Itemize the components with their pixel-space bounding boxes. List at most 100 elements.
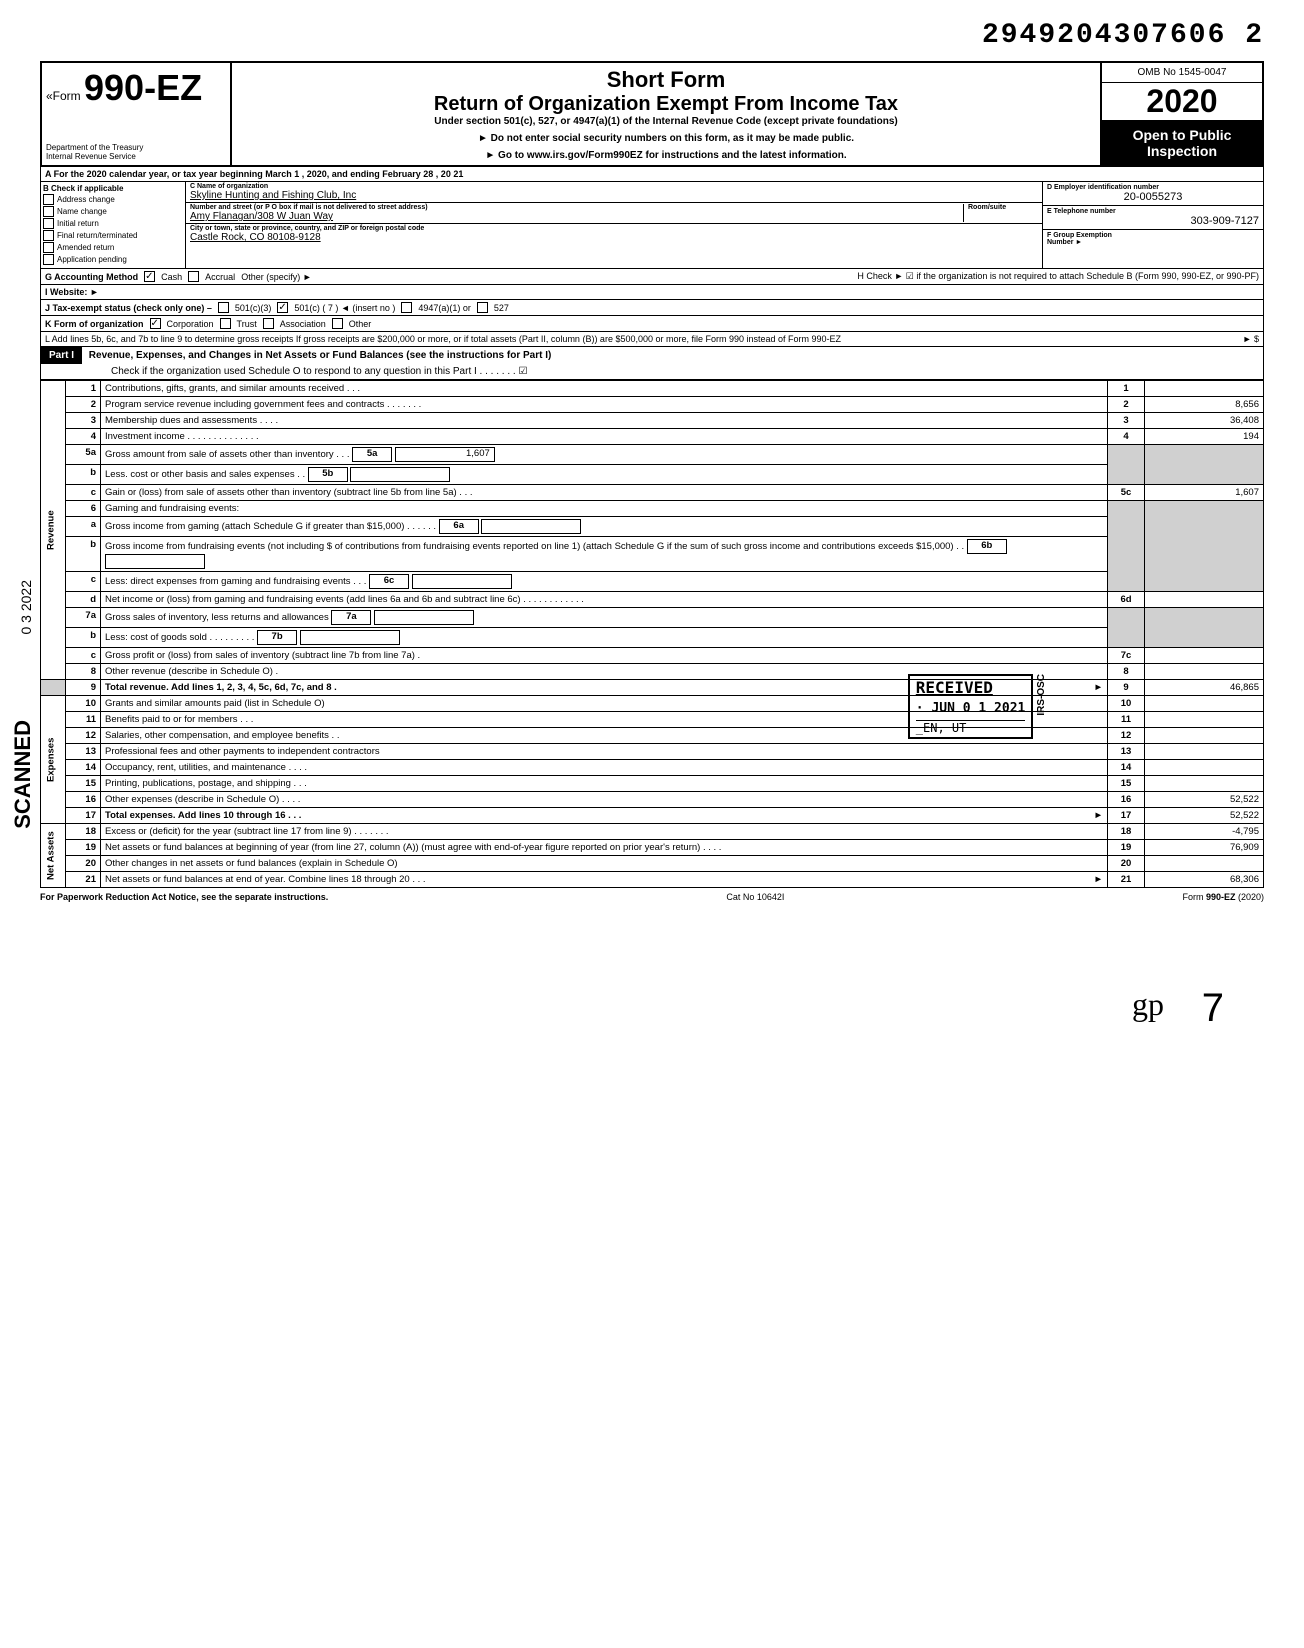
line-1-desc: Contributions, gifts, grants, and simila… — [101, 381, 1108, 397]
line-6-greyamt — [1145, 501, 1264, 592]
b-header: B Check if applicable — [43, 184, 183, 193]
row-k-form-org: K Form of organization Corporation Trust… — [40, 316, 1264, 332]
open-to-public: Open to Public Inspection — [1102, 121, 1262, 165]
chk-4947[interactable] — [401, 302, 412, 313]
h-schedule-b: H Check ► ☑ if the organization is not r… — [857, 271, 1259, 282]
org-name: Skyline Hunting and Fishing Club, Inc — [190, 190, 1038, 201]
line-7c-box: 7c — [1108, 648, 1145, 664]
line-7c-num: c — [66, 648, 101, 664]
top-document-number: 2949204307606 2 — [40, 20, 1264, 51]
line-8-amt — [1145, 664, 1264, 680]
chk-cash[interactable] — [144, 271, 155, 282]
line-13-box: 13 — [1108, 744, 1145, 760]
line-6d-desc: Net income or (loss) from gaming and fun… — [101, 592, 1108, 608]
line-5b-text: Less. cost or other basis and sales expe… — [105, 469, 305, 480]
line-5a-desc: Gross amount from sale of assets other t… — [101, 445, 1108, 465]
line-5b-iamt — [350, 467, 450, 482]
chk-address-change[interactable] — [43, 194, 54, 205]
line-12-desc: Salaries, other compensation, and employ… — [101, 728, 1108, 744]
line-9-box: 9 — [1108, 680, 1145, 696]
line-16-box: 16 — [1108, 792, 1145, 808]
chk-527[interactable] — [477, 302, 488, 313]
line-21-desc: Net assets or fund balances at end of ye… — [105, 874, 426, 885]
line-19-num: 19 — [66, 840, 101, 856]
chk-corporation[interactable] — [150, 318, 161, 329]
line-6a-ibox: 6a — [439, 519, 479, 534]
line-21-amt: 68,306 — [1145, 872, 1264, 888]
line-8-desc: Other revenue (describe in Schedule O) . — [101, 664, 1108, 680]
part-1-check: Check if the organization used Schedule … — [41, 364, 1263, 379]
line-6b-text: Gross income from fundraising events (no… — [105, 541, 964, 552]
line-6-greybox — [1108, 501, 1145, 592]
chk-501c[interactable] — [277, 302, 288, 313]
lbl-4947: 4947(a)(1) or — [418, 303, 471, 313]
line-18-box: 18 — [1108, 824, 1145, 840]
chk-trust[interactable] — [220, 318, 231, 329]
line-7a-iamt — [374, 610, 474, 625]
f-label: F Group Exemption — [1047, 232, 1259, 239]
line-2-amt: 8,656 — [1145, 397, 1264, 413]
line-20-num: 20 — [66, 856, 101, 872]
line-21-arrow: ► — [1094, 874, 1103, 885]
chk-application-pending[interactable] — [43, 254, 54, 265]
line-9-amt: 46,865 — [1145, 680, 1264, 696]
chk-final-return[interactable] — [43, 230, 54, 241]
line-6-desc: Gaming and fundraising events: — [101, 501, 1108, 517]
line-18-num: 18 — [66, 824, 101, 840]
lbl-initial-return: Initial return — [57, 219, 99, 228]
omb-number: OMB No 1545-0047 — [1102, 63, 1262, 83]
line-7a-desc: Gross sales of inventory, less returns a… — [101, 608, 1108, 628]
chk-accrual[interactable] — [188, 271, 199, 282]
ein-value: 20-0055273 — [1047, 191, 1259, 203]
lbl-cash: Cash — [161, 272, 182, 282]
return-title: Return of Organization Exempt From Incom… — [240, 93, 1092, 116]
line-11-desc: Benefits paid to or for members . . . — [101, 712, 1108, 728]
e-label: E Telephone number — [1047, 208, 1259, 215]
line-3-num: 3 — [66, 413, 101, 429]
open-public-2: Inspection — [1108, 143, 1256, 159]
line-5ab-greybox — [1108, 445, 1145, 485]
chk-association[interactable] — [263, 318, 274, 329]
line-20-box: 20 — [1108, 856, 1145, 872]
room-label: Room/suite — [968, 204, 1038, 211]
lbl-name-change: Name change — [57, 207, 107, 216]
row-i-website: I Website: ► — [40, 285, 1264, 300]
lbl-other-org: Other — [349, 319, 372, 329]
line-9-desc-cell: Total revenue. Add lines 1, 2, 3, 4, 5c,… — [101, 680, 1108, 696]
line-1-amt — [1145, 381, 1264, 397]
lbl-501c: 501(c) ( 7 ) ◄ (insert no ) — [294, 303, 395, 313]
footer-left: For Paperwork Reduction Act Notice, see … — [40, 892, 328, 902]
line-21-desc-cell: Net assets or fund balances at end of ye… — [101, 872, 1108, 888]
line-3-amt: 36,408 — [1145, 413, 1264, 429]
line-7b-text: Less: cost of goods sold . . . . . . . .… — [105, 632, 254, 643]
line-6d-num: d — [66, 592, 101, 608]
main-table: Revenue 1 Contributions, gifts, grants, … — [40, 380, 1264, 888]
line-2-num: 2 — [66, 397, 101, 413]
lbl-501c3: 501(c)(3) — [235, 303, 272, 313]
line-7c-desc: Gross profit or (loss) from sales of inv… — [101, 648, 1108, 664]
part-1-header: Part I Revenue, Expenses, and Changes in… — [40, 347, 1264, 380]
street-label: Number and street (or P O box if mail is… — [190, 204, 963, 211]
lbl-527: 527 — [494, 303, 509, 313]
lbl-association: Association — [280, 319, 326, 329]
chk-name-change[interactable] — [43, 206, 54, 217]
lbl-trust: Trust — [237, 319, 257, 329]
chk-amended-return[interactable] — [43, 242, 54, 253]
tax-year: 2020 — [1102, 83, 1262, 121]
line-2-box: 2 — [1108, 397, 1145, 413]
c-label: C Name of organization — [190, 183, 1038, 190]
lbl-amended-return: Amended return — [57, 243, 114, 252]
line-7ab-greyamt — [1145, 608, 1264, 648]
line-7a-num: 7a — [66, 608, 101, 628]
street-value: Amy Flanagan/308 W Juan Way — [190, 211, 963, 222]
form-header: «Form 990-EZ Department of the Treasury … — [40, 61, 1264, 167]
line-7b-desc: Less: cost of goods sold . . . . . . . .… — [101, 628, 1108, 648]
line-15-num: 15 — [66, 776, 101, 792]
chk-initial-return[interactable] — [43, 218, 54, 229]
line-5a-num: 5a — [66, 445, 101, 465]
line-6b-iamt — [105, 554, 205, 569]
chk-501c3[interactable] — [218, 302, 229, 313]
line-10-amt — [1145, 696, 1264, 712]
chk-other-org[interactable] — [332, 318, 343, 329]
footer-mid: Cat No 10642I — [726, 892, 784, 902]
